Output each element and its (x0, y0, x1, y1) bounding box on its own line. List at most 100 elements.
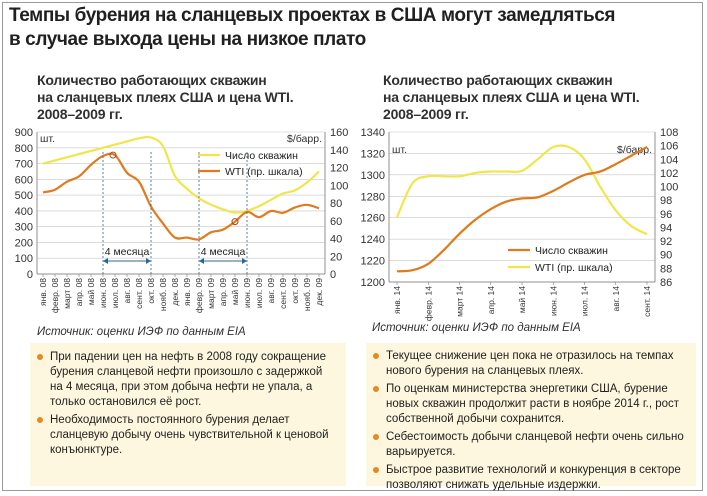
page-title-line-2: в случае выхода цены на низкое плато (9, 29, 366, 50)
x-tick-label: авг. 09 (266, 278, 276, 304)
y-right-tick-label: 94 (660, 222, 672, 234)
x-tick-label: янв. 08 (38, 278, 48, 306)
y-right-tick-label: 40 (330, 234, 342, 246)
x-tick-label: июн. 09 (242, 278, 252, 308)
lag-label: 4 месяца (201, 246, 246, 258)
right-chart-title-line-1: Количество работающих скважин (383, 72, 613, 88)
x-tick-label: май 14 (517, 286, 527, 313)
x-tick-label: сент. 14 (642, 286, 652, 317)
left-notes-list: При падении цен на нефть в 2008 году сок… (36, 350, 336, 461)
x-tick-label: сент. 08 (134, 278, 144, 309)
y-left-tick-label: 1240 (361, 234, 385, 246)
y-right-tick-label: 120 (330, 163, 348, 175)
x-tick-label: апр. 08 (74, 278, 84, 307)
arrow-left-icon (199, 258, 204, 264)
y-left-unit-label: шт. (40, 133, 55, 145)
x-tick-label: окт. 08 (146, 278, 156, 304)
y-right-tick-label: 80 (330, 198, 342, 210)
y-left-tick-label: 200 (15, 237, 33, 249)
y-left-tick-label: 400 (15, 206, 33, 218)
lag-label-bg (105, 246, 149, 257)
y-right-tick-label: 98 (660, 195, 672, 207)
y-right-tick-label: 102 (660, 168, 678, 180)
x-tick-label: нояб. 08 (158, 278, 168, 311)
x-tick-label: янв. 14 (392, 286, 402, 314)
arrow-right-icon (242, 258, 247, 264)
bullet-dot-icon (37, 354, 43, 360)
y-left-tick-label: 1320 (361, 148, 385, 160)
x-tick-label: март 08 (62, 278, 72, 309)
bullet-dot-icon (37, 417, 43, 423)
x-tick-label: март 14 (455, 286, 465, 317)
right-note-4: Быстрое развитие технологий и конкуренци… (372, 463, 684, 493)
x-tick-label: окт. 09 (290, 278, 300, 304)
bullet-dot-icon (373, 434, 379, 440)
left-chart-title-line-1: Количество работающих скважин (37, 72, 267, 88)
y-right-tick-label: 106 (660, 141, 678, 153)
left-chart-title: Количество работающих скважин на сланцев… (37, 72, 294, 123)
x-tick-label: нояб. 09 (302, 278, 312, 311)
bullet-dot-icon (373, 353, 379, 359)
x-tick-label: февр. 08 (50, 278, 60, 313)
right-note-2: По оценкам министерства энергетики США, … (372, 382, 684, 427)
y-right-tick-label: 100 (330, 180, 348, 192)
right-source: Источник: оценки ИЭФ по данным EIA (372, 322, 581, 334)
y-right-tick-label: 100 (660, 182, 678, 194)
right-note-3: Себестоимость добычи сланцевой нефти оче… (372, 430, 684, 460)
x-tick-label: июн. 14 (548, 286, 558, 316)
y-left-tick-label: 0 (27, 269, 33, 281)
y-left-tick-label: 1340 (361, 127, 385, 139)
y-left-tick-label: 1220 (361, 256, 385, 268)
x-tick-label: февр. 14 (423, 286, 433, 321)
series-line-rigs (42, 135, 320, 214)
page-title-line-1: Темпы бурения на сланцевых проектах в СШ… (9, 5, 616, 26)
y-right-tick-label: 88 (660, 263, 672, 275)
y-left-tick-label: 300 (15, 222, 33, 234)
legend-label-wti: WTI (пр. шкала) (225, 166, 303, 178)
left-note-text: При падении цен на нефть в 2008 году сок… (50, 351, 326, 408)
series-line-rigs (396, 146, 648, 273)
right-chart-title-line-3: 2008–2009 гг. (383, 106, 469, 122)
y-left-tick-label: 800 (15, 143, 33, 155)
y-right-tick-label: 90 (660, 250, 672, 262)
x-tick-label: янв. 09 (182, 278, 192, 306)
bullet-dot-icon (373, 386, 379, 392)
y-left-unit-label: шт. (392, 144, 407, 156)
y-left-tick-label: 500 (15, 190, 33, 202)
legend-label-rigs: Число скважин (535, 245, 608, 257)
right-note-text: Быстрое развитие технологий и конкуренци… (386, 464, 681, 491)
y-right-tick-label: 92 (660, 236, 672, 248)
y-right-tick-label: 86 (660, 277, 672, 289)
y-left-tick-label: 600 (15, 174, 33, 186)
x-tick-label: июл. 08 (110, 278, 120, 308)
x-tick-label: март 09 (206, 278, 216, 309)
series-line-wti (42, 152, 320, 241)
lag-label-bg (201, 246, 245, 257)
lag-label: 4 месяца (105, 246, 150, 258)
y-left-tick-label: 1260 (361, 213, 385, 225)
y-left-tick-label: 1200 (361, 277, 385, 289)
y-right-tick-label: 160 (330, 127, 348, 139)
y-right-tick-label: 108 (660, 127, 678, 139)
y-left-tick-label: 700 (15, 159, 33, 171)
y-right-unit-label: $/барр. (287, 133, 322, 145)
right-chart-title-line-2: на сланцевых плеях США и цена WTI. (383, 89, 640, 105)
right-note-text: По оценкам министерства энергетики США, … (386, 383, 680, 425)
x-tick-label: апр. 14 (486, 286, 496, 315)
series-line-wti (395, 144, 648, 236)
page-title: Темпы бурения на сланцевых проектах в СШ… (9, 4, 699, 52)
left-note-1: При падении цен на нефть в 2008 году сок… (36, 350, 336, 410)
right-note-1: Текущее снижение цен пока не отразилось … (372, 349, 684, 379)
right-notes-list: Текущее снижение цен пока не отразилось … (372, 349, 684, 496)
right-chart: 1340132013001280126012401220120010810610… (361, 127, 679, 321)
right-note-text: Текущее снижение цен пока не отразилось … (386, 350, 674, 377)
y-right-tick-label: 0 (330, 269, 336, 281)
wti-peak-marker (109, 151, 117, 159)
y-right-tick-label: 96 (660, 209, 672, 221)
x-tick-label: июл. 09 (254, 278, 264, 308)
wti-rebound-marker (231, 218, 239, 226)
left-source: Источник: оценки ИЭФ по данным EIA (37, 326, 246, 338)
y-right-tick-label: 60 (330, 216, 342, 228)
y-left-tick-label: 1280 (361, 191, 385, 203)
left-chart: 9008007006005004003002001000160140120100… (15, 127, 349, 313)
